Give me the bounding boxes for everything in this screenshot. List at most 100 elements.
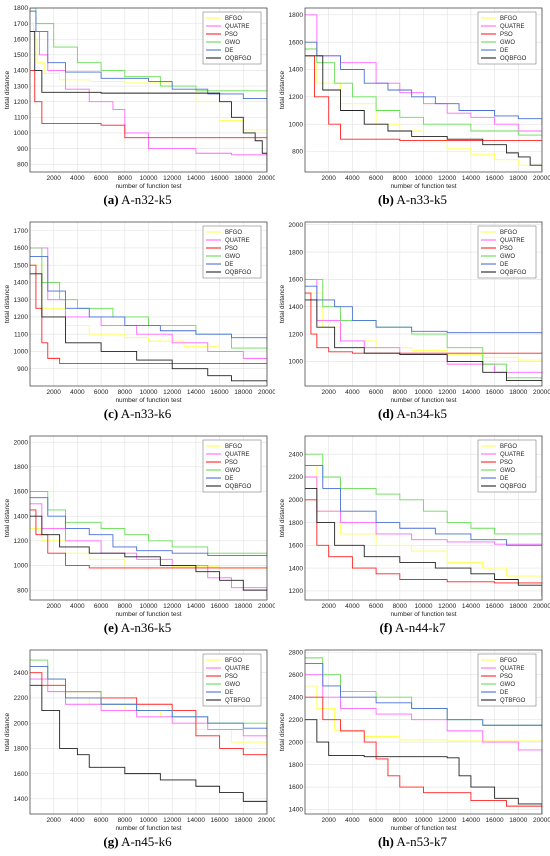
x-tick-label: 14000: [187, 389, 205, 396]
panel-caption-tag: (c): [103, 406, 119, 421]
y-axis-label: total distance: [4, 498, 11, 537]
x-tick-label: 12000: [163, 175, 181, 182]
chart-svg: 2000 4000 6000 8000 10000 12000 14000 16000 1800…: [279, 7, 550, 190]
x-tick-label: 20000: [258, 603, 275, 610]
y-tick-label: 1200: [289, 588, 304, 595]
y-axis-label: total distance: [279, 284, 286, 323]
legend-label-PSO: PSO: [225, 32, 238, 38]
x-tick-label: 10000: [139, 389, 157, 396]
x-tick-label: 20000: [533, 603, 550, 610]
legend-label-DE: DE: [225, 262, 233, 268]
legend-label-PSO: PSO: [225, 246, 238, 252]
series-line-PSO: [30, 70, 267, 139]
y-tick-label: 1300: [14, 297, 29, 304]
legend-label-QUATRE: QUATRE: [225, 452, 250, 458]
legend-box: [477, 225, 537, 279]
x-tick-label: 18000: [234, 817, 252, 824]
x-tick-label: 16000: [211, 175, 229, 182]
panel-caption-tag: (g): [103, 834, 119, 849]
y-tick-label: 1800: [14, 746, 29, 753]
y-tick-label: 2200: [289, 717, 304, 724]
x-tick-label: 10000: [139, 603, 157, 610]
chart-svg: 2000 4000 6000 8000 10000 12000 14000 16000 1800…: [279, 221, 550, 404]
legend: BFGO QUATRE PSO GWO DE QTBFGO: [477, 653, 537, 707]
legend-label-QUATRE: QUATRE: [500, 24, 525, 30]
x-tick-label: 6000: [94, 389, 109, 396]
x-tick-label: 18000: [509, 603, 527, 610]
legend-label-GWO: GWO: [225, 254, 240, 260]
x-tick-label: 16000: [211, 817, 229, 824]
legend-label-QUATRE: QUATRE: [500, 238, 525, 244]
legend: BFGO QUATRE PSO GWO DE OQBFGO: [202, 11, 262, 65]
series-line-DE: [30, 665, 267, 730]
legend-label-PSO: PSO: [225, 674, 238, 680]
x-tick-label: 14000: [187, 603, 205, 610]
legend-box: [202, 11, 262, 65]
legend-label-GWO: GWO: [500, 40, 515, 46]
legend-label-OQBFGO: OQBFGO: [500, 270, 527, 276]
y-axis-label: total distance: [279, 70, 286, 109]
y-tick-label: 1600: [289, 543, 304, 550]
legend: BFGO QUATRE PSO GWO DE OQBFGO: [202, 439, 262, 493]
x-tick-label: 8000: [118, 175, 133, 182]
plot-frame: [29, 649, 268, 815]
legend-label-QUATRE: QUATRE: [500, 452, 525, 458]
chart-panel-A-n33-k6: 2000 4000 6000 8000 10000 12000 14000 16000 1800…: [0, 214, 275, 428]
legend-label-DE: DE: [225, 690, 233, 696]
legend-label-BFGO: BFGO: [225, 230, 242, 236]
y-tick-label: 2200: [14, 695, 29, 702]
panel-caption-name: A-n34-k5: [393, 406, 447, 421]
series-line-QTBFGO: [305, 719, 542, 813]
y-tick-label: 1700: [14, 228, 29, 235]
legend: BFGO QUATRE PSO GWO DE OQBFGO: [477, 439, 537, 493]
y-tick-label: 2400: [289, 694, 304, 701]
panel-caption-name: A-n45-k6: [118, 834, 172, 849]
chart-panel-A-n44-k7: 2000 4000 6000 8000 10000 12000 14000 16000 1800…: [275, 428, 550, 642]
y-tick-label: 800: [292, 149, 303, 156]
series-line-OQBFGO: [30, 30, 267, 171]
plot-frame: [29, 435, 268, 601]
legend-label-BFGO: BFGO: [225, 444, 242, 450]
y-tick-label: 1200: [14, 538, 29, 545]
y-tick-label: 1400: [289, 807, 304, 814]
x-tick-label: 4000: [345, 603, 360, 610]
y-tick-label: 1400: [289, 304, 304, 311]
y-tick-label: 1600: [14, 489, 29, 496]
x-tick-label: 20000: [258, 389, 275, 396]
chart-panel-A-n34-k5: 2000 4000 6000 8000 10000 12000 14000 16000 1800…: [275, 214, 550, 428]
x-tick-label: 16000: [486, 389, 504, 396]
x-tick-label: 2000: [321, 389, 336, 396]
panel-caption-name: A-n33-k6: [118, 406, 172, 421]
y-tick-label: 900: [17, 146, 28, 153]
series-line-GWO: [305, 48, 542, 138]
legend-box: [477, 11, 537, 65]
x-tick-label: 4000: [345, 817, 360, 824]
series-line-OQBFGO: [305, 487, 542, 597]
x-axis-label: number of function test: [115, 397, 181, 404]
panel-caption-name: A-n33-k5: [393, 192, 447, 207]
y-tick-label: 1100: [14, 115, 28, 122]
legend-label-BFGO: BFGO: [225, 16, 242, 22]
panel-caption: (a) A-n32-k5: [0, 192, 275, 208]
series-line-QUATRE: [305, 278, 542, 376]
x-tick-label: 18000: [509, 817, 527, 824]
x-tick-label: 18000: [509, 389, 527, 396]
x-axis-label: number of function test: [390, 825, 456, 832]
x-tick-label: 10000: [414, 603, 432, 610]
series-line-DE: [305, 663, 542, 728]
x-tick-label: 20000: [533, 389, 550, 396]
x-tick-label: 12000: [438, 389, 456, 396]
legend-label-DE: DE: [225, 48, 233, 54]
legend: BFGO QUATRE PSO GWO DE OQBFGO: [477, 11, 537, 65]
x-tick-label: 6000: [369, 175, 384, 182]
chart-svg: 2000 4000 6000 8000 10000 12000 14000 16000 1800…: [4, 649, 275, 832]
x-tick-label: 12000: [438, 603, 456, 610]
x-tick-label: 12000: [163, 389, 181, 396]
y-tick-label: 1800: [289, 520, 304, 527]
series-line-QUATRE: [30, 503, 267, 593]
x-tick-label: 18000: [234, 389, 252, 396]
series-line-PSO: [305, 696, 542, 811]
y-tick-label: 1000: [289, 121, 304, 128]
legend-label-QUATRE: QUATRE: [225, 24, 250, 30]
series-line-QTBFGO: [30, 684, 267, 812]
